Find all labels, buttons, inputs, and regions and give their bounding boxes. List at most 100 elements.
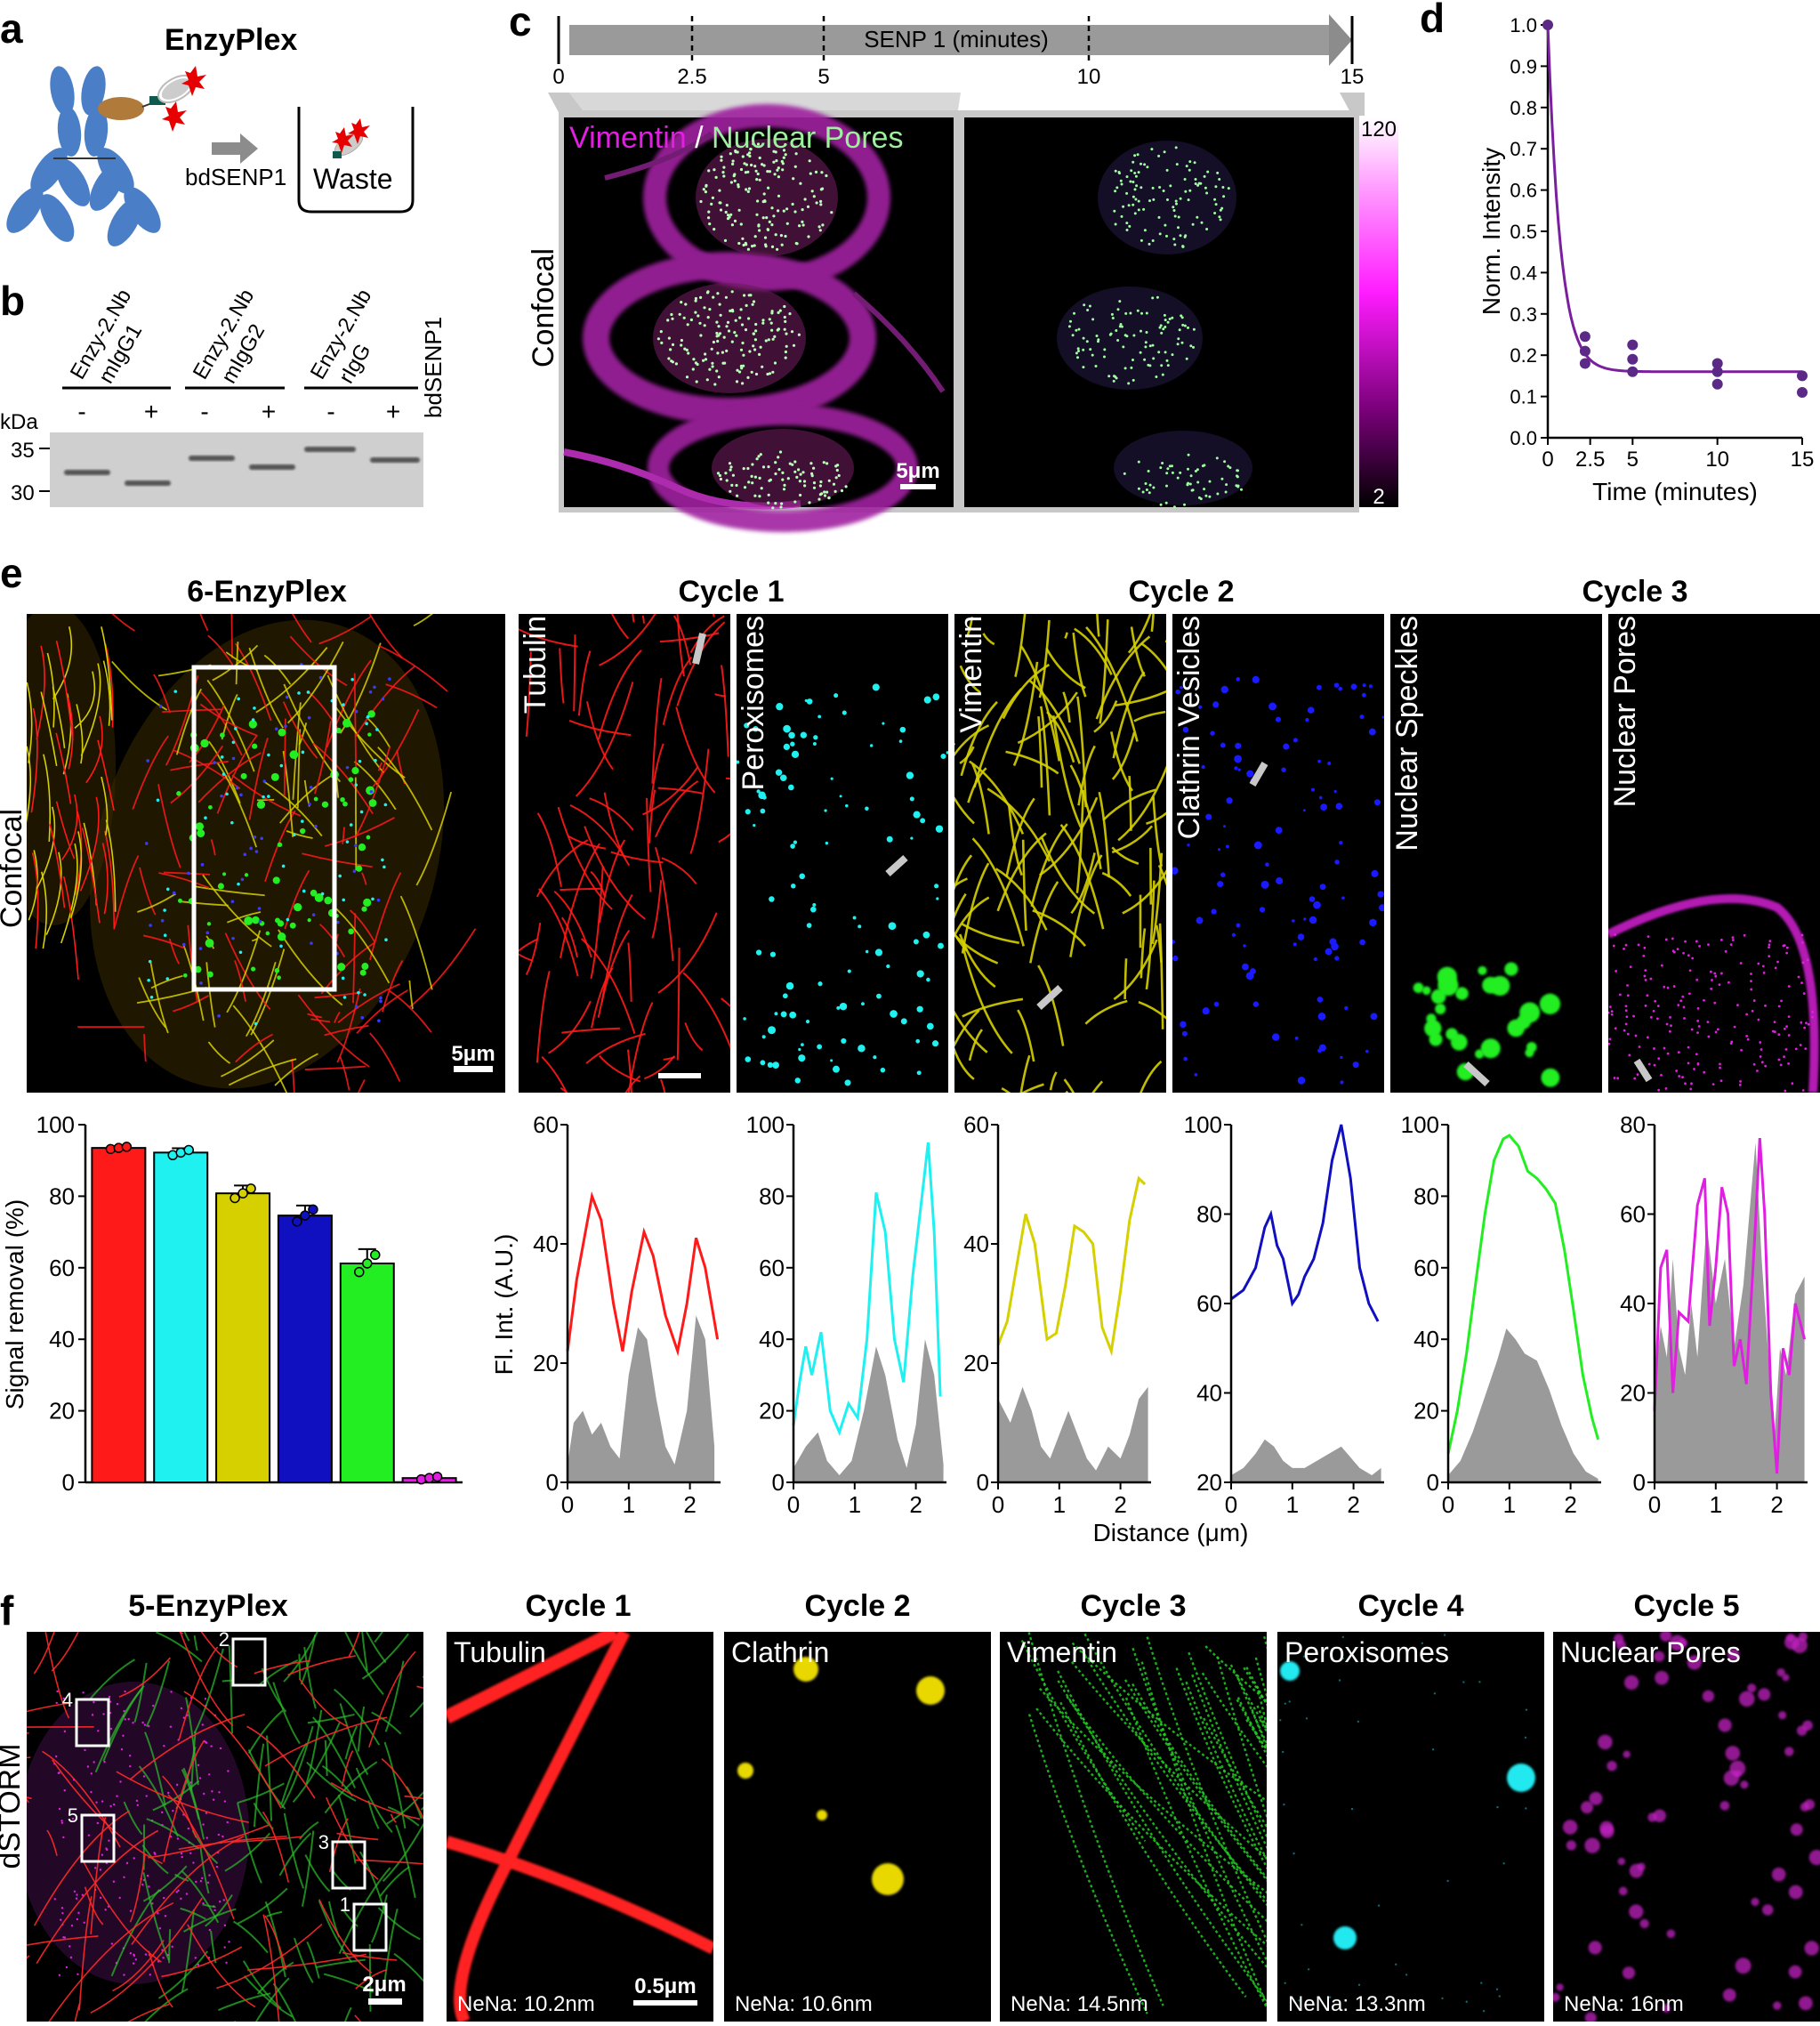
sign-3: - xyxy=(200,398,208,425)
e-tile-dot xyxy=(1329,938,1336,945)
pore-dot xyxy=(705,190,707,193)
f-pore-dot xyxy=(70,1957,72,1958)
pore-dot xyxy=(755,178,758,181)
pore-dot xyxy=(767,465,769,468)
e-tile-blob xyxy=(1504,963,1518,976)
pore-dot xyxy=(784,316,786,319)
d-ytick-label: 0.2 xyxy=(1510,344,1537,367)
d-xtick-label: 10 xyxy=(1705,448,1729,472)
e-tile-pore xyxy=(1635,1035,1638,1037)
e-perox-dot xyxy=(381,859,384,862)
pore-dot xyxy=(772,161,775,164)
e-tile-dot xyxy=(1268,703,1276,711)
f-background-dot xyxy=(1446,1880,1448,1882)
e-speckle-dot xyxy=(342,802,348,807)
pore-dot xyxy=(1186,165,1188,167)
f-pore-dot xyxy=(100,1897,101,1899)
pore-dot xyxy=(793,344,795,347)
e-tile-pore xyxy=(1734,1026,1736,1029)
pore-dot xyxy=(744,486,746,488)
f-vimentin-fiber xyxy=(169,1929,170,1963)
e-tile-pore xyxy=(1654,1000,1656,1003)
e-tile-dot xyxy=(788,732,795,739)
e-profile-ytick-label: 100 xyxy=(1184,1111,1222,1138)
pore-dot xyxy=(748,155,751,157)
d-data-point xyxy=(1542,20,1553,30)
e-tile-pore xyxy=(1768,940,1771,942)
pore-dot xyxy=(1196,216,1198,219)
e-tile-pore xyxy=(1762,965,1765,967)
f-pore-dot xyxy=(163,1745,165,1747)
e-perox-dot xyxy=(279,944,283,948)
pore-dot xyxy=(1140,351,1142,354)
pore-dot xyxy=(835,476,838,479)
pore-dot xyxy=(754,329,757,332)
pore-dot xyxy=(1192,488,1195,491)
e-tile-dot xyxy=(1171,940,1175,944)
e-profile-xtick-label: 1 xyxy=(1286,1491,1299,1518)
pore-dot xyxy=(1115,329,1117,332)
f-nuclear-pore xyxy=(1589,1941,1602,1954)
f-background-dot xyxy=(1496,1989,1498,1990)
pore-dot xyxy=(737,185,740,188)
f-pore-dot xyxy=(62,1836,64,1838)
pore-dot xyxy=(718,190,721,192)
e-tile-dot xyxy=(866,950,868,953)
e-clathrin-dot xyxy=(382,698,385,701)
e-tile-dot xyxy=(798,1054,805,1061)
f-pore-dot xyxy=(119,1897,121,1899)
f-nuclear-pore xyxy=(1723,1989,1736,2002)
e-tile-dot xyxy=(1377,891,1383,897)
pore-dot xyxy=(785,333,787,335)
f-pore-dot xyxy=(135,1958,137,1960)
colorbar-max: 120 xyxy=(1361,117,1397,141)
pore-dot xyxy=(751,481,753,484)
pore-dot xyxy=(660,342,663,344)
pore-dot xyxy=(1131,359,1134,361)
pore-dot xyxy=(1152,239,1155,242)
e-tile-dot xyxy=(743,1017,746,1021)
e-perox-dot xyxy=(237,698,240,701)
pore-dot xyxy=(1188,169,1191,172)
pore-dot xyxy=(1128,204,1131,206)
e-clathrin-dot xyxy=(355,1005,358,1008)
pore-dot xyxy=(1203,464,1205,466)
pore-dot xyxy=(1132,379,1135,382)
e-tile-pore xyxy=(1720,973,1723,975)
e-speckle-dot xyxy=(308,918,311,922)
pore-dot xyxy=(1189,344,1192,347)
f-pore-dot xyxy=(209,1929,211,1931)
f-pore-dot xyxy=(224,1925,226,1926)
e-profile-ytick-label: 0 xyxy=(772,1469,785,1496)
pore-dot xyxy=(771,371,774,374)
pore-dot xyxy=(747,248,750,251)
e-tile-dot xyxy=(786,982,794,990)
pore-dot xyxy=(838,474,841,477)
pore-dot xyxy=(1149,484,1152,487)
scale-bar-c xyxy=(900,484,936,489)
e-speckle-dot xyxy=(356,866,362,872)
e-profile-gray-area xyxy=(998,1387,1148,1482)
pore-dot xyxy=(699,334,702,336)
pore-dot xyxy=(751,371,753,374)
e-tile-pore xyxy=(1678,1051,1680,1053)
pore-dot xyxy=(1138,488,1140,490)
e-tile-dot xyxy=(1217,881,1223,887)
pore-dot xyxy=(1152,487,1155,489)
pore-dot xyxy=(804,198,807,200)
e-profile-xtick-label: 2 xyxy=(683,1491,696,1518)
f-pore-dot xyxy=(213,1909,215,1911)
f-nuclear-pore xyxy=(1725,1746,1740,1761)
d-ytick-label: 0.1 xyxy=(1510,386,1537,408)
e-tile-dot xyxy=(813,735,817,739)
pore-dot xyxy=(722,166,725,169)
pore-dot xyxy=(725,296,728,299)
e-tile-dot xyxy=(844,1079,850,1086)
e-tile-pore xyxy=(1703,1071,1705,1074)
f-channel-label: Tubulin xyxy=(454,1636,546,1668)
pore-dot xyxy=(752,303,754,306)
pore-dot xyxy=(725,211,728,214)
